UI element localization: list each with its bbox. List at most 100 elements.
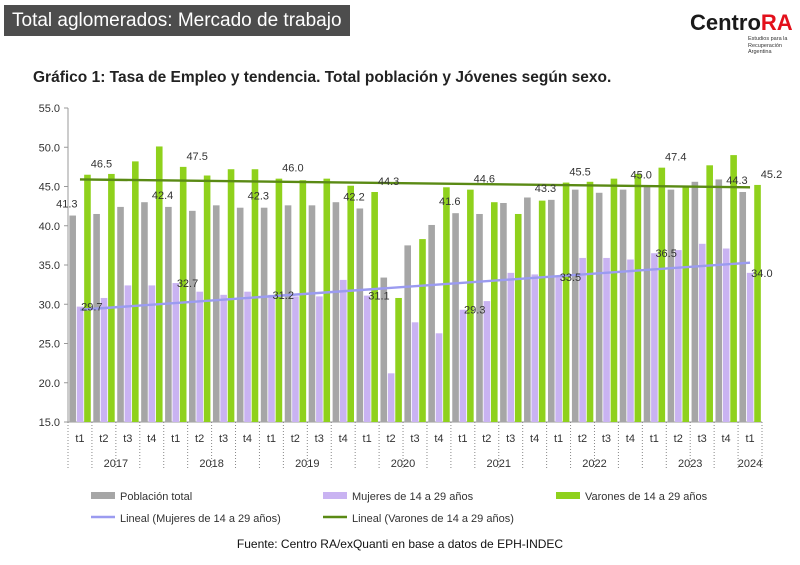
y-tick-label: 45.0 [39, 182, 60, 194]
y-tick-label: 30.0 [39, 299, 60, 311]
bar-mujeres [603, 257, 610, 422]
logo-brand-accent: RA [760, 10, 793, 35]
quarter-label: t2 [578, 433, 587, 445]
year-label: 2024 [738, 458, 762, 470]
bar-varones [371, 191, 378, 422]
section-header: Total aglomerados: Mercado de trabajo [4, 5, 350, 36]
data-label-mujeres: 34.0 [751, 268, 772, 280]
bar-total [284, 205, 292, 422]
quarter-label: t1 [745, 433, 754, 445]
legend-label-total: Población total [120, 491, 192, 503]
bar-mujeres [507, 272, 515, 422]
quarter-label: t3 [123, 433, 132, 445]
data-label-total: 44.3 [726, 175, 747, 187]
bar-varones [108, 173, 115, 422]
quarter-label: t4 [530, 433, 539, 445]
y-tick-label: 20.0 [39, 378, 60, 390]
trendline-trend_mujeres [79, 261, 751, 311]
bar-mujeres [148, 285, 156, 422]
year-label: 2019 [295, 458, 319, 470]
quarter-label: t1 [267, 433, 276, 445]
quarter-label: t4 [147, 433, 156, 445]
bar-total [69, 215, 76, 422]
bar-mujeres [196, 291, 204, 422]
quarter-label: t3 [602, 433, 611, 445]
bar-total [356, 208, 364, 422]
bar-varones [419, 239, 426, 422]
year-label: 2022 [582, 458, 606, 470]
bar-mujeres [459, 309, 467, 422]
bar-total [332, 202, 340, 422]
bar-mujeres [220, 294, 227, 422]
legend-label-trend-mujeres: Lineal (Mujeres de 14 a 29 años) [120, 513, 281, 525]
data-label-varones: 45.2 [761, 169, 782, 181]
y-tick-label: 50.0 [39, 142, 60, 154]
year-label: 2023 [678, 458, 702, 470]
bar-varones [467, 189, 474, 422]
bar-total [308, 205, 316, 422]
quarter-label: t4 [243, 433, 252, 445]
quarter-label: t2 [386, 433, 395, 445]
bar-total [739, 191, 747, 422]
y-tick-label: 15.0 [39, 417, 60, 429]
y-tick-label: 55.0 [39, 103, 60, 115]
bar-total [667, 189, 675, 422]
quarter-label: t4 [434, 433, 443, 445]
data-label-mujeres: 31.1 [368, 291, 389, 303]
y-tick-label: 35.0 [39, 260, 60, 272]
bar-varones [658, 167, 666, 422]
data-label-varones: 47.5 [186, 151, 207, 163]
bar-total [643, 186, 651, 422]
bar-varones [682, 185, 690, 422]
bar-varones [132, 161, 139, 422]
trendline-trend_varones [79, 178, 751, 189]
bar-total [236, 207, 244, 422]
bar-mujeres [316, 296, 323, 422]
bar-varones [347, 185, 355, 422]
quarter-label: t3 [410, 433, 419, 445]
bar-mujeres [172, 283, 180, 422]
bar-total [165, 206, 172, 422]
bar-total [595, 192, 603, 422]
data-label-mujeres: 29.3 [464, 305, 485, 317]
quarter-label: t1 [171, 433, 180, 445]
bar-total [404, 245, 411, 422]
bar-total [212, 205, 220, 422]
legend-label-mujeres: Mujeres de 14 a 29 años [352, 491, 474, 503]
bar-varones [514, 213, 522, 422]
bar-total [117, 206, 124, 422]
bar-mujeres [100, 297, 108, 422]
logo-brand: Centro [690, 10, 761, 35]
data-label-varones: 46.0 [282, 163, 303, 175]
bar-mujeres [627, 259, 634, 422]
data-label-varones: 47.4 [665, 152, 686, 164]
bar-mujeres [411, 322, 419, 422]
bar-mujeres [435, 333, 443, 422]
centro-ra-logo: CentroRA Estudios para la Recuperación A… [690, 10, 794, 60]
quarter-label: t2 [482, 433, 491, 445]
bar-varones [706, 165, 713, 422]
bar-total [476, 213, 483, 422]
bar-varones [155, 146, 163, 422]
quarter-label: t1 [554, 433, 563, 445]
bar-mujeres [483, 301, 491, 422]
bar-total [524, 197, 531, 422]
data-label-total: 41.3 [56, 199, 77, 211]
bar-total [500, 202, 507, 422]
bar-total [189, 210, 196, 422]
bar-total [428, 224, 435, 422]
bar-mujeres [531, 274, 539, 422]
bar-mujeres [76, 306, 84, 422]
logo-tagline-2: Recuperación Argentina [748, 42, 782, 56]
bar-total [93, 213, 100, 422]
bar-varones [754, 184, 761, 422]
data-label-varones: 46.5 [91, 159, 112, 171]
legend-label-varones: Varones de 14 a 29 años [585, 491, 708, 503]
year-label: 2017 [104, 458, 128, 470]
bar-varones [227, 169, 235, 422]
bar-varones [490, 202, 498, 422]
bar-mujeres [555, 276, 562, 422]
year-label: 2020 [391, 458, 415, 470]
source-note: Fuente: Centro RA/exQuanti en base a dat… [236, 537, 564, 551]
legend-swatch-mujeres [323, 492, 347, 499]
